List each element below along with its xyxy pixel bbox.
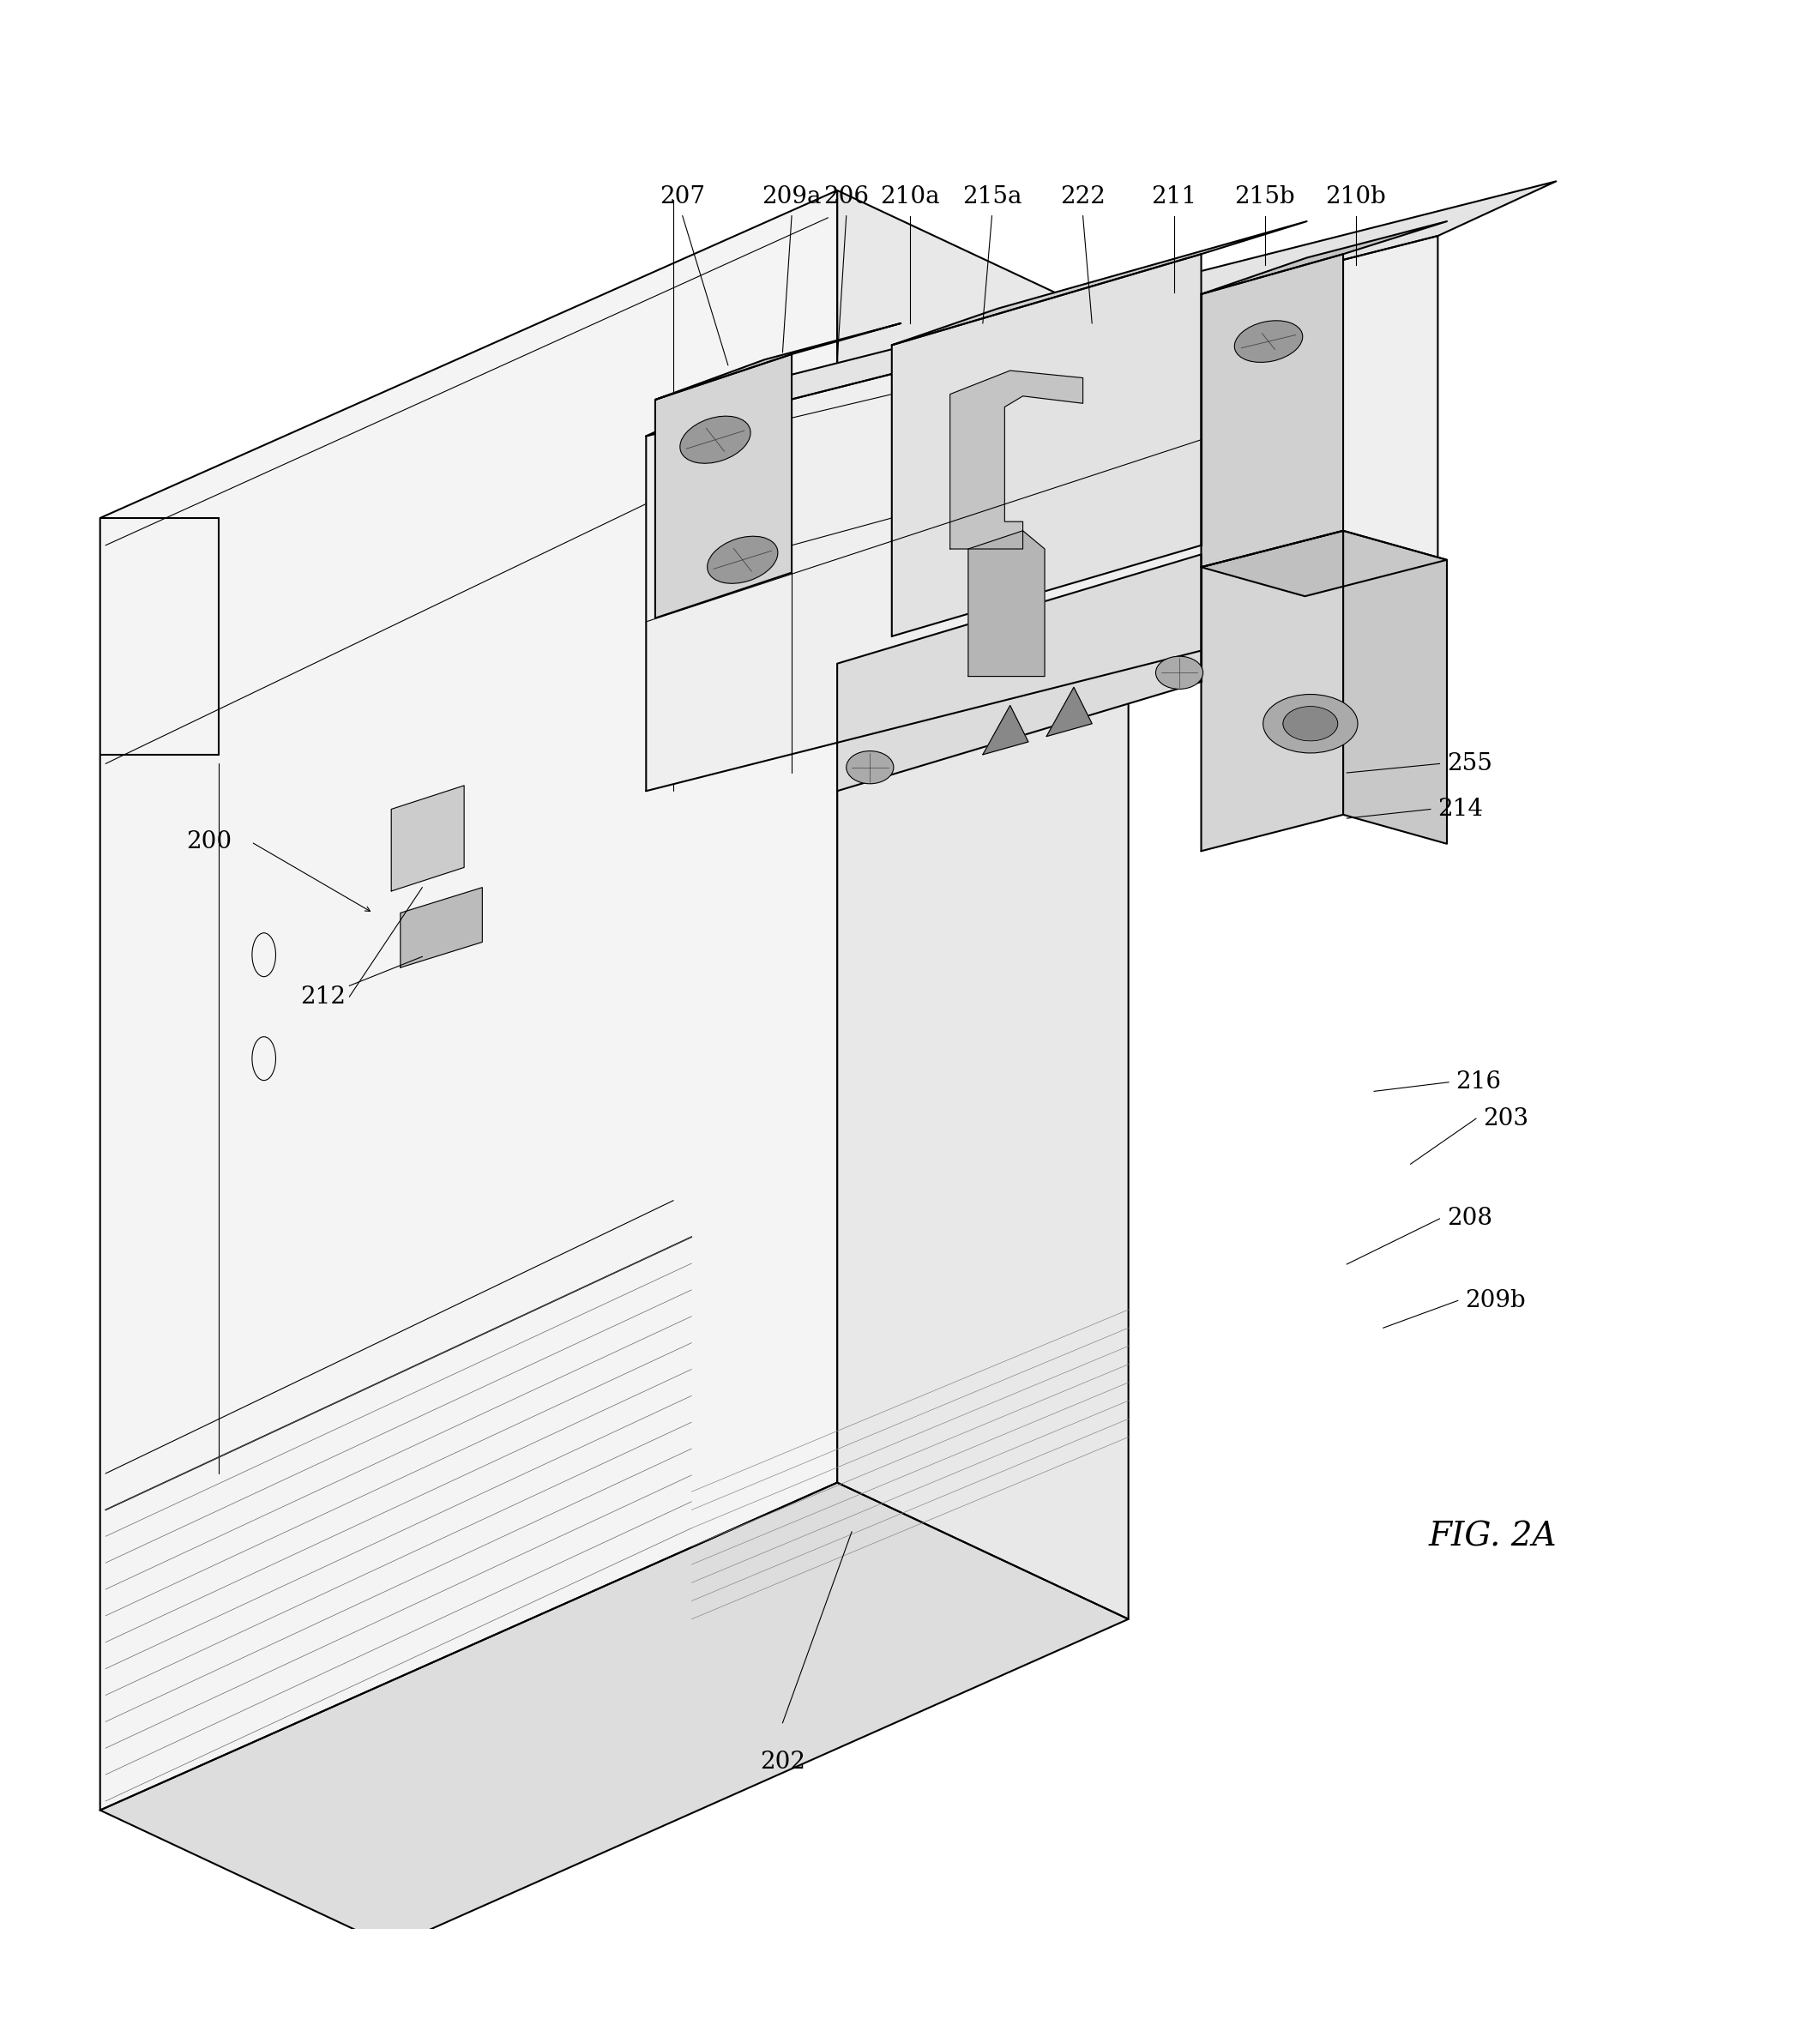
Polygon shape xyxy=(100,1483,1128,1947)
Text: 210a: 210a xyxy=(881,185,939,208)
Polygon shape xyxy=(400,888,482,968)
Polygon shape xyxy=(1201,255,1343,566)
Ellipse shape xyxy=(1234,320,1303,363)
Ellipse shape xyxy=(1283,707,1338,741)
Text: FIG. 2A: FIG. 2A xyxy=(1429,1522,1556,1552)
Polygon shape xyxy=(1201,532,1343,851)
Polygon shape xyxy=(892,255,1201,636)
Polygon shape xyxy=(646,181,1556,436)
Text: 207: 207 xyxy=(659,185,706,208)
Polygon shape xyxy=(391,786,464,890)
Text: 200: 200 xyxy=(186,831,233,854)
Ellipse shape xyxy=(846,752,894,784)
Text: 215a: 215a xyxy=(963,185,1021,208)
Polygon shape xyxy=(1343,532,1447,843)
Polygon shape xyxy=(837,189,1128,1619)
Text: 203: 203 xyxy=(1483,1106,1529,1131)
Polygon shape xyxy=(100,189,837,1811)
Polygon shape xyxy=(892,222,1307,344)
Text: 216: 216 xyxy=(1456,1071,1502,1094)
Text: 208: 208 xyxy=(1447,1208,1492,1230)
Text: 215b: 215b xyxy=(1234,185,1296,208)
Polygon shape xyxy=(646,236,1438,790)
Text: 211: 211 xyxy=(1150,185,1198,208)
Polygon shape xyxy=(837,554,1201,790)
Polygon shape xyxy=(655,324,901,399)
Text: 209a: 209a xyxy=(763,185,821,208)
Text: 202: 202 xyxy=(761,1750,804,1774)
Ellipse shape xyxy=(1156,656,1203,689)
Ellipse shape xyxy=(1263,695,1358,754)
Polygon shape xyxy=(1201,532,1447,597)
Text: 210b: 210b xyxy=(1325,185,1387,208)
Polygon shape xyxy=(968,532,1045,676)
Text: 214: 214 xyxy=(1438,799,1483,821)
Ellipse shape xyxy=(708,536,777,583)
Text: 222: 222 xyxy=(1061,185,1105,208)
Polygon shape xyxy=(1201,222,1447,293)
Text: 255: 255 xyxy=(1447,752,1492,776)
Polygon shape xyxy=(950,371,1083,548)
Ellipse shape xyxy=(1283,707,1338,741)
Polygon shape xyxy=(983,705,1028,754)
Text: 209b: 209b xyxy=(1465,1289,1525,1312)
Polygon shape xyxy=(1046,686,1092,737)
Text: 206: 206 xyxy=(824,185,868,208)
Text: 212: 212 xyxy=(300,986,346,1008)
Polygon shape xyxy=(655,354,792,617)
Ellipse shape xyxy=(681,416,750,462)
